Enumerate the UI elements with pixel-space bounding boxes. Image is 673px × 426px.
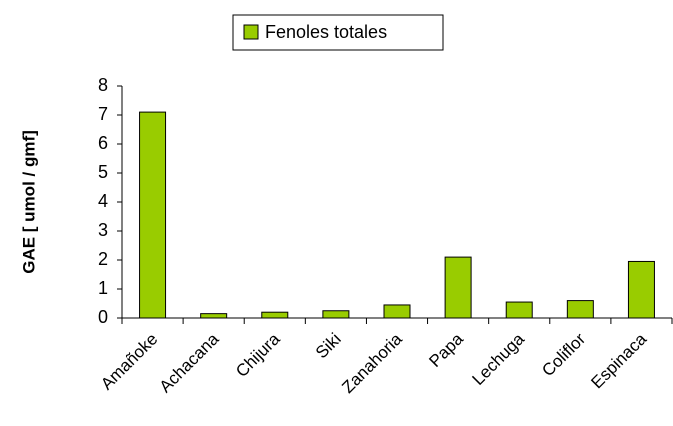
bar [566,300,594,319]
x-tick-label: Papa [425,329,467,371]
x-tick-label: Coliflor [538,329,589,380]
x-tick-label: Amañoke [97,329,161,393]
y-tick-label: 2 [98,249,108,269]
y-tick-label: 3 [98,220,108,240]
y-tick-label: 0 [98,307,108,327]
y-axis-label: GAE [ umol / gmf] [19,130,38,274]
y-tick-label: 6 [98,133,108,153]
y-tick-label: 7 [98,104,108,124]
bar [444,256,472,319]
x-tick-label: Zanahoria [338,329,406,397]
x-tick-label: Chijura [232,329,284,381]
bar [322,310,350,319]
y-tick-label: 8 [98,75,108,95]
bar [505,301,533,319]
bar [261,311,289,319]
x-tick-label: Siki [312,329,345,362]
bar [139,111,167,319]
bar [627,260,655,319]
legend-label: Fenoles totales [265,22,387,42]
y-tick-label: 1 [98,278,108,298]
x-tick-label: Achacana [156,329,223,396]
legend-box [232,14,444,51]
y-tick-label: 4 [98,191,108,211]
legend-swatch [243,24,259,40]
y-tick-label: 5 [98,162,108,182]
bar [383,304,411,319]
bar [200,313,228,319]
x-tick-label: Lechuga [468,329,528,389]
x-tick-label: Espinaca [587,329,650,392]
